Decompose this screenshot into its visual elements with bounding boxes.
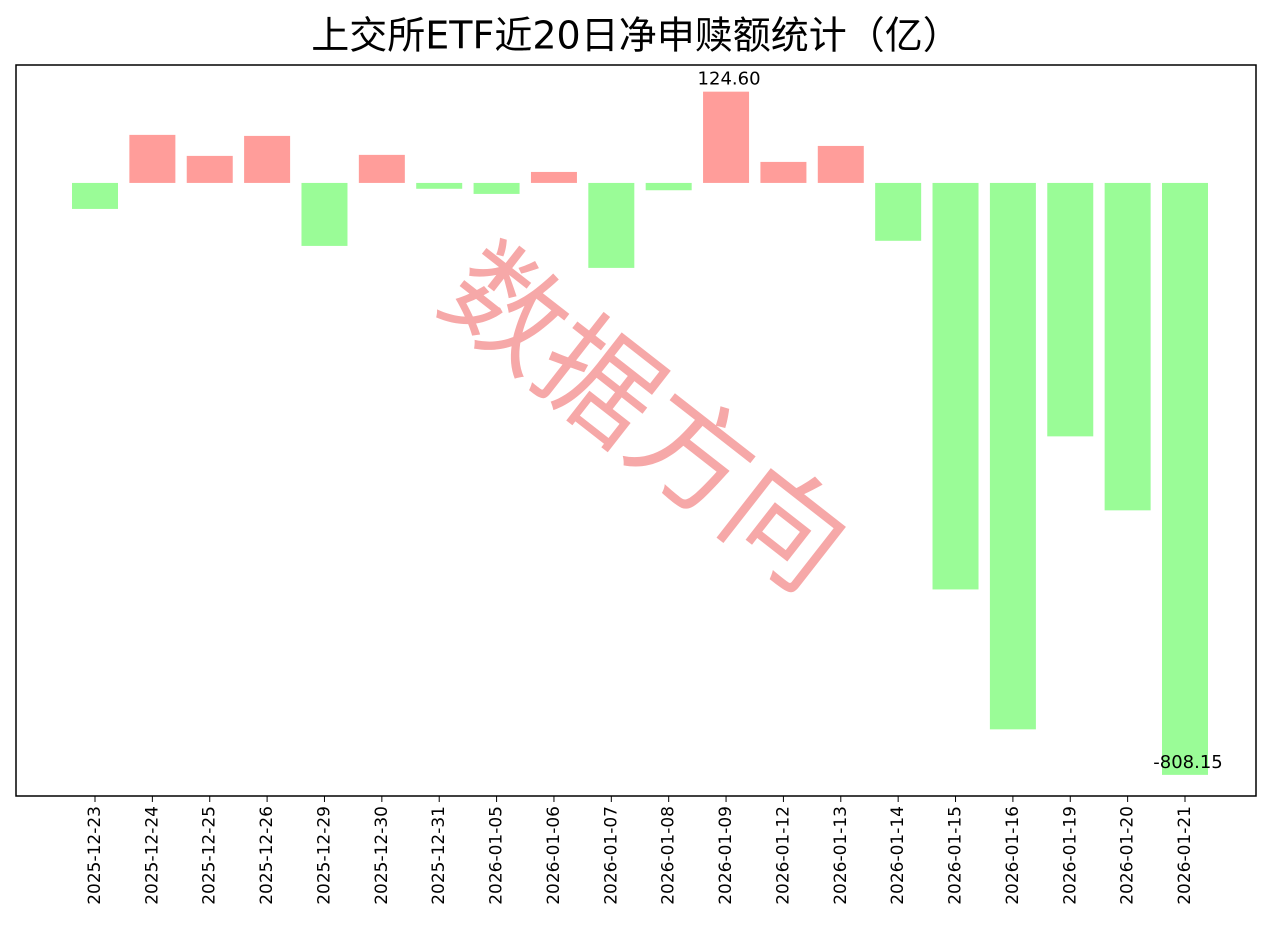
- bar: [1047, 182, 1094, 437]
- bar: [530, 171, 577, 183]
- bar: [301, 182, 348, 246]
- bar: [186, 155, 233, 183]
- bar: [703, 91, 750, 183]
- x-tick-label: 2026-01-20: [1118, 806, 1138, 905]
- bar: [1104, 182, 1151, 511]
- bar: [1162, 182, 1208, 775]
- watermark: 数据方向: [417, 218, 874, 617]
- bar: [989, 182, 1036, 730]
- x-tick-label: 2026-01-15: [946, 806, 966, 905]
- chart-title: 上交所ETF近20日净申赎额统计（亿）: [311, 14, 960, 58]
- x-tick-label: 2026-01-19: [1060, 806, 1080, 905]
- bar: [473, 182, 520, 194]
- value-label: -808.15: [1153, 752, 1222, 773]
- x-tick-label: 2025-12-24: [142, 806, 162, 905]
- x-tick-label: 2025-12-26: [257, 806, 277, 905]
- x-tick-label: 2026-01-14: [888, 806, 908, 905]
- bar: [932, 182, 979, 590]
- x-tick-label: 2026-01-08: [659, 806, 679, 905]
- bar: [244, 135, 291, 183]
- x-tick-label: 2025-12-25: [200, 806, 220, 905]
- x-tick-label: 2026-01-12: [773, 806, 793, 905]
- x-tick-label: 2026-01-06: [544, 806, 564, 905]
- x-tick-label: 2025-12-29: [314, 806, 334, 905]
- x-tick-label: 2025-12-30: [372, 806, 392, 905]
- value-label: 124.60: [698, 69, 761, 90]
- bar: [416, 182, 463, 189]
- x-tick-label: 2025-12-23: [85, 806, 105, 905]
- x-tick-label: 2026-01-09: [716, 806, 736, 905]
- x-tick-label: 2026-01-13: [831, 806, 851, 905]
- x-tick-label: 2026-01-21: [1175, 806, 1195, 905]
- bar: [875, 182, 922, 241]
- bar: [760, 161, 807, 183]
- x-tick-label: 2026-01-07: [601, 806, 621, 905]
- bar: [817, 145, 864, 183]
- x-tick-label: 2026-01-16: [1003, 806, 1023, 905]
- bar: [358, 154, 405, 183]
- x-tick-label: 2026-01-05: [487, 806, 507, 905]
- bar: [72, 182, 118, 209]
- bar: [129, 134, 176, 183]
- bar: [588, 182, 635, 268]
- bar: [645, 182, 692, 191]
- plot-frame: [15, 64, 1257, 797]
- x-tick-label: 2025-12-31: [429, 806, 449, 905]
